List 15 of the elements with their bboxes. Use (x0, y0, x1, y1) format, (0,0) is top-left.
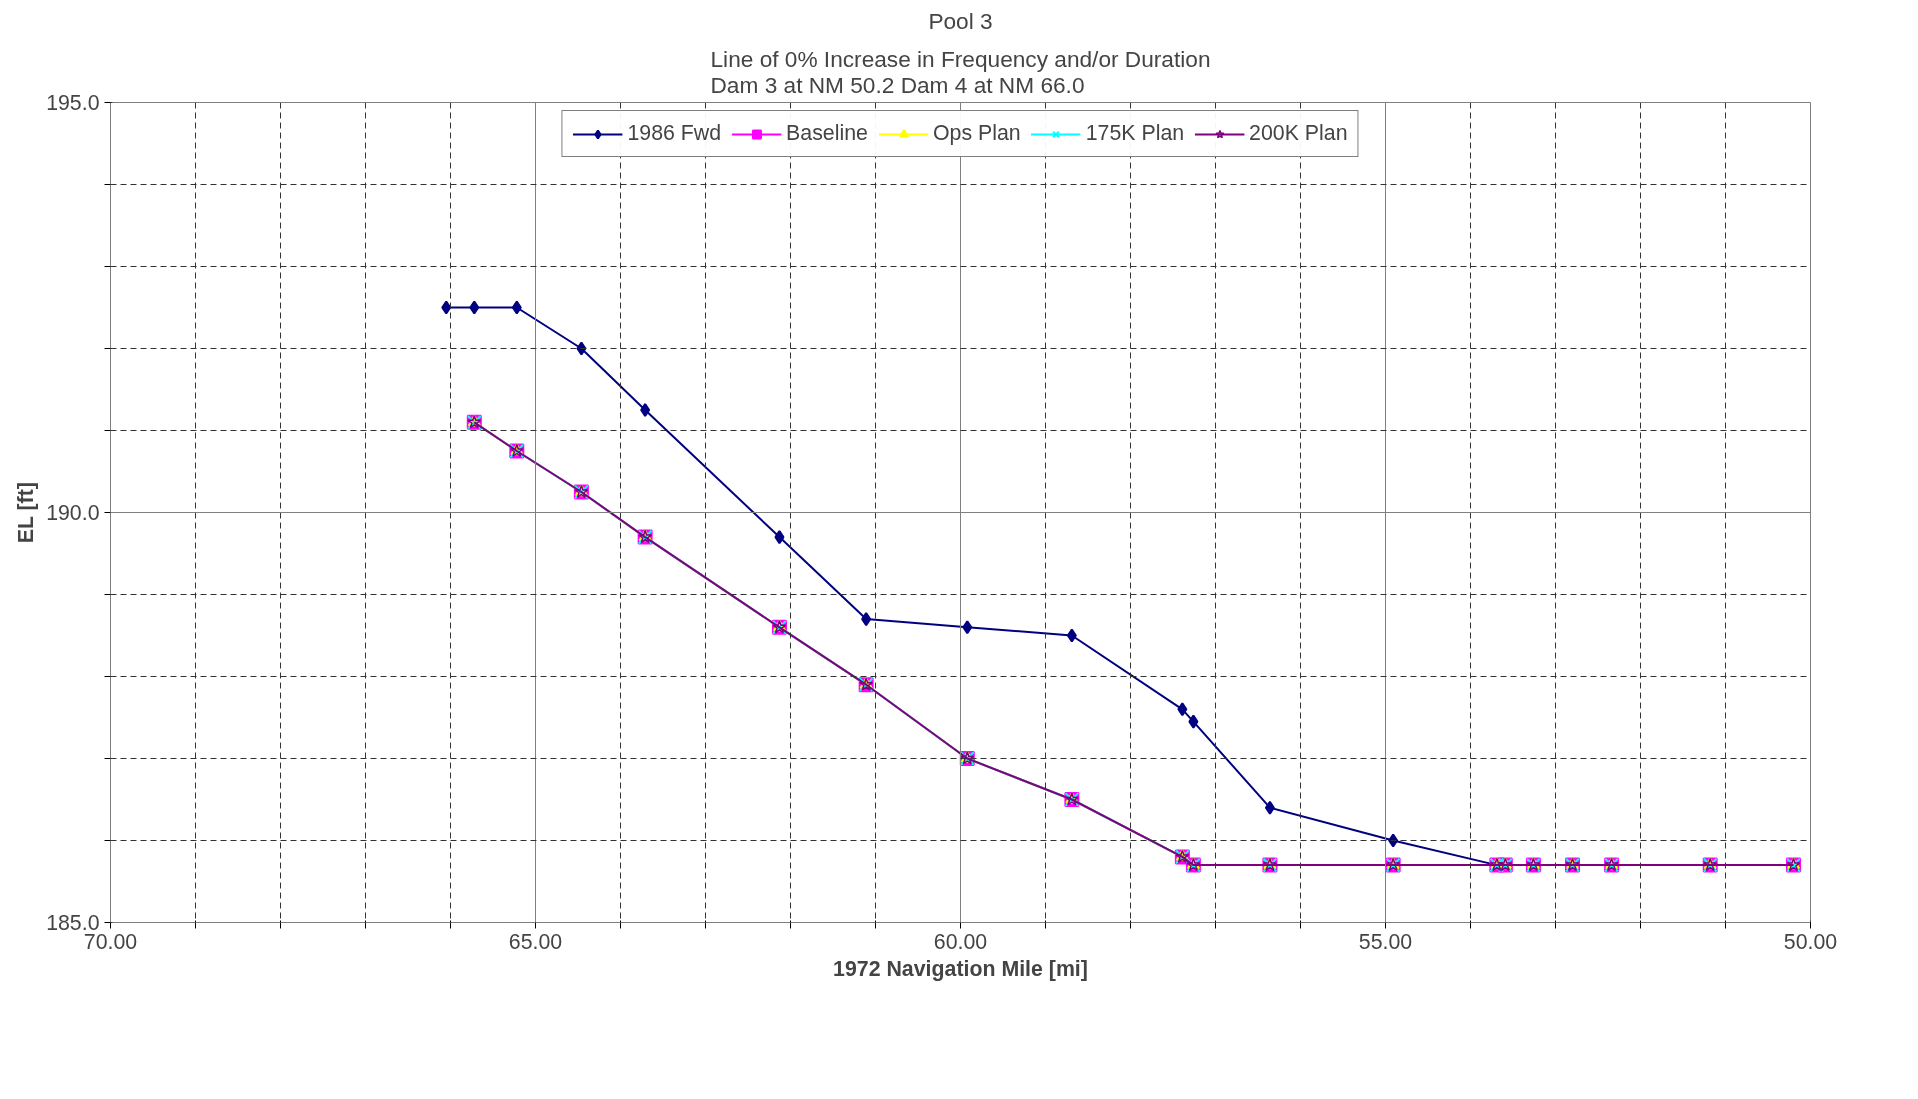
legend-label: 175K Plan (1085, 121, 1185, 146)
x-tick-label: 60.00 (933, 929, 988, 954)
chart-subtitle: Line of 0% Increase in Frequency and/or Duration Dam 3 at NM 50.2 Dam 4 at NM 66.0 (710, 45, 1211, 98)
legend-label: Ops Plan (932, 121, 1021, 146)
x-axis-title: 1972 Navigation Mile [mi] (833, 956, 1088, 981)
legend-label: Baseline (786, 121, 868, 146)
y-axis-title: EL [ft] (14, 482, 39, 544)
x-tick-label: 55.00 (1358, 929, 1413, 954)
legend-label: 200K Plan (1249, 121, 1348, 146)
y-tick-label: 190.0 (46, 501, 100, 525)
legend-label: 1986 Fwd (627, 121, 722, 146)
x-tick-label: 65.00 (508, 929, 563, 954)
y-tick-label: 195.0 (46, 91, 100, 115)
chart-title: Pool 3 (928, 7, 993, 34)
x-tick-label: 50.00 (1783, 929, 1838, 954)
